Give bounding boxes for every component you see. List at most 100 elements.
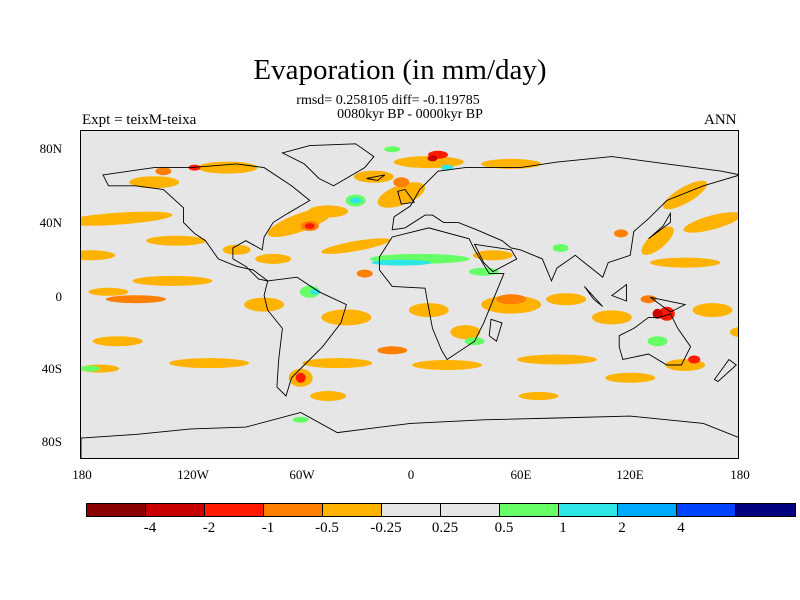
anomaly-patch <box>81 211 173 226</box>
colorbar-box <box>500 504 559 516</box>
x-tick-label: 60E <box>510 467 532 482</box>
anomaly-patch <box>105 295 166 304</box>
anomaly-patch <box>683 212 738 233</box>
anomaly-patch <box>302 358 373 369</box>
x-tick-label: 60W <box>289 467 315 482</box>
colorbar-box <box>87 504 146 516</box>
coastline <box>584 286 604 307</box>
colorbar-label: -2 <box>202 520 216 536</box>
anomaly-patch <box>614 229 628 238</box>
anomaly-patch <box>641 226 674 255</box>
anomaly-fields <box>81 146 738 423</box>
colorbar-box <box>618 504 677 516</box>
colorbar-box <box>264 504 323 516</box>
anomaly-patch <box>197 161 258 174</box>
anomaly-patch <box>605 372 656 383</box>
colorbar-label: 4 <box>677 520 685 536</box>
colorbar-label: -4 <box>143 520 157 536</box>
anomaly-patch <box>591 310 632 325</box>
anomaly-patch <box>640 295 657 304</box>
colorbar-label: -0.5 <box>315 520 339 536</box>
anomaly-patch <box>321 309 372 326</box>
colorbar-box <box>323 504 382 516</box>
colorbar-box <box>677 504 736 516</box>
anomaly-patch <box>663 180 708 210</box>
anomaly-patch <box>377 346 408 355</box>
anomaly-patch <box>371 259 432 266</box>
anomaly-patch <box>310 391 347 401</box>
anomaly-patch <box>169 358 250 369</box>
anomaly-patch <box>450 325 481 340</box>
anomaly-patch <box>244 297 285 312</box>
y-tick-label: 40N <box>39 215 62 230</box>
anomaly-patch <box>412 360 483 370</box>
anomaly-patch <box>472 250 513 261</box>
coastline <box>618 313 692 366</box>
x-tick-label: 120E <box>616 467 644 482</box>
anomaly-patch <box>552 244 569 252</box>
colorbar-box <box>146 504 205 516</box>
anomaly-patch <box>647 336 668 347</box>
anomaly-patch <box>516 354 597 365</box>
coastline <box>281 143 375 187</box>
anomaly-patch <box>295 372 306 383</box>
plot-title: Evaporation (in mm/day) <box>253 54 547 86</box>
anomaly-patch <box>129 176 180 189</box>
map-panel <box>80 130 739 459</box>
anomaly-patch <box>650 257 721 268</box>
coastline <box>648 211 671 240</box>
anomaly-patch <box>132 275 213 286</box>
anomaly-patch <box>310 288 321 295</box>
colorbar-box <box>736 504 795 516</box>
coastline <box>610 283 627 302</box>
coastline <box>488 318 503 342</box>
anomaly-patch <box>377 182 426 208</box>
coastline <box>473 243 518 273</box>
anomaly-patch <box>427 155 438 162</box>
coastline <box>263 276 347 397</box>
coastline <box>391 156 738 283</box>
season-label: ANN <box>704 112 737 128</box>
anomaly-patch <box>292 416 309 423</box>
anomaly-patch <box>255 253 292 264</box>
anomaly-patch <box>92 336 143 347</box>
anomaly-patch <box>146 235 207 246</box>
colorbar-label: 2 <box>618 520 626 536</box>
colorbar-label: -1 <box>261 520 275 536</box>
x-tick-label: 180 <box>72 467 92 482</box>
anomaly-patch <box>356 269 373 278</box>
x-tick-label: 120W <box>177 467 209 482</box>
coastline <box>81 412 738 458</box>
anomaly-patch <box>222 244 251 255</box>
coastline <box>713 358 738 382</box>
anomaly-patch <box>658 306 675 321</box>
y-tick-label: 0 <box>55 289 63 304</box>
x-tick-label: 0 <box>407 467 415 482</box>
anomaly-patch <box>81 365 101 372</box>
coastline <box>102 163 311 282</box>
anomaly-patch <box>308 205 349 218</box>
colorbar-label: 0.5 <box>494 520 514 536</box>
coastline <box>650 296 687 313</box>
experiment-label: Expt = teixM-teixa <box>82 112 197 128</box>
anomaly-patch <box>481 295 542 314</box>
y-tick-label: 80N <box>39 141 62 156</box>
stats-block: rmsd= 0.258105 diff= -0.119785 0080kyr B… <box>0 94 800 122</box>
colorbar-box <box>559 504 618 516</box>
colorbar-box <box>205 504 264 516</box>
coastline <box>378 227 505 361</box>
anomaly-patch <box>441 164 454 171</box>
anomaly-patch <box>81 250 116 261</box>
anomaly-patch <box>88 287 129 296</box>
anomaly-patch <box>384 146 401 153</box>
colorbar-label: 0.25 <box>431 520 459 536</box>
y-tick-label: 40S <box>41 361 62 376</box>
anomaly-patch <box>652 308 663 319</box>
rmsd-diff-line: rmsd= 0.258105 diff= -0.119785 <box>296 93 480 108</box>
colorbar-label: -0.25 <box>370 520 402 536</box>
anomaly-patch <box>496 294 527 305</box>
anomaly-patch <box>730 327 738 337</box>
coastlines <box>81 143 738 458</box>
colorbar-box <box>441 504 500 516</box>
anomaly-patch <box>304 223 315 229</box>
